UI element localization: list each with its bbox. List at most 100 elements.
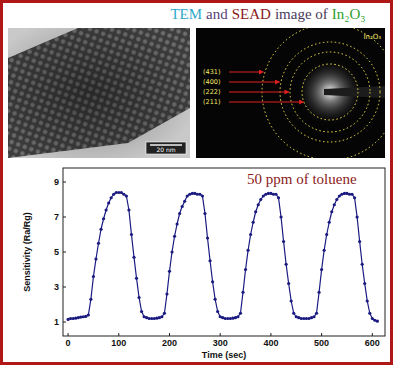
diffraction-ring <box>302 64 358 120</box>
ring-label: (222) <box>203 88 220 96</box>
y-axis-title: Sensitivity (Ra/Rg) <box>22 212 32 292</box>
data-point <box>89 298 92 301</box>
x-tick <box>68 333 69 336</box>
tem-image <box>8 28 190 158</box>
x-tick <box>169 333 170 336</box>
data-point <box>99 228 102 231</box>
y-tick-label: 1 <box>54 317 59 327</box>
ring-arrow <box>229 82 280 83</box>
data-point <box>335 198 338 201</box>
saed-label: In₂O₃ <box>363 33 381 41</box>
data-point <box>97 242 100 245</box>
y-tick-label: 7 <box>54 212 59 222</box>
data-point <box>175 222 178 225</box>
x-tick-label: 400 <box>263 338 278 348</box>
data-point <box>317 291 320 294</box>
ring-arrow <box>229 92 289 93</box>
annotation: 50 ppm of toluene <box>247 171 357 187</box>
diffraction-ring <box>290 52 370 132</box>
x-tick-label: 200 <box>162 338 177 348</box>
scale-bar-label: 20 nm <box>156 146 175 153</box>
y-tick-label: 5 <box>54 247 59 257</box>
data-point <box>290 299 293 302</box>
x-tick-label: 300 <box>213 338 228 348</box>
figure: 20 nm(431)(400)(222)(211)In₂O₃TEMandSEAD… <box>0 0 393 365</box>
data-point <box>325 233 328 236</box>
tem-ground <box>8 28 190 158</box>
plot-area <box>66 191 379 323</box>
data-point <box>239 312 242 315</box>
x-axis-title: Time (sec) <box>202 350 246 360</box>
data-point <box>183 200 186 203</box>
data-point <box>376 320 379 323</box>
title-part: SEAD <box>232 6 271 22</box>
data-point <box>203 212 206 215</box>
y-tick <box>63 182 66 183</box>
data-point <box>140 310 143 313</box>
data-point <box>244 268 247 271</box>
saed-image <box>196 28 385 158</box>
y-tick <box>63 217 66 218</box>
data-point <box>241 291 244 294</box>
background <box>0 0 393 365</box>
data-point <box>87 313 90 316</box>
data-point <box>208 259 211 262</box>
data-point <box>358 240 361 243</box>
x-tick-label: 100 <box>111 338 126 348</box>
data-point <box>254 210 257 213</box>
x-tick <box>220 333 221 336</box>
data-point <box>249 233 252 236</box>
data-point <box>137 296 140 299</box>
data-point <box>92 275 95 278</box>
data-point <box>292 312 295 315</box>
data-point <box>277 196 280 199</box>
data-point <box>125 194 128 197</box>
data-point <box>201 194 204 197</box>
data-point <box>94 257 97 260</box>
data-point <box>333 203 336 206</box>
data-point <box>206 236 209 239</box>
data-point <box>356 215 359 218</box>
data-point <box>320 268 323 271</box>
data-point <box>135 277 138 280</box>
x-tick-label: 500 <box>314 338 329 348</box>
y-tick-label: 3 <box>54 282 59 292</box>
data-point <box>178 212 181 215</box>
panel-title: TEMandSEADimage ofIn₂O₃ <box>170 6 365 22</box>
data-point <box>132 256 135 259</box>
title-part: In₂O₃ <box>332 6 366 22</box>
x-tick-label: 600 <box>365 338 380 348</box>
data-point <box>282 240 285 243</box>
data-point <box>287 282 290 285</box>
x-tick <box>372 333 373 336</box>
data-point <box>315 312 318 315</box>
data-point <box>285 263 288 266</box>
data-point <box>236 315 239 318</box>
ring-arrow <box>229 72 263 73</box>
x-tick-label: 0 <box>66 338 71 348</box>
y-tick-label: 9 <box>54 177 59 187</box>
data-point <box>246 249 249 252</box>
data-point <box>170 250 173 253</box>
data-point <box>105 208 108 211</box>
data-point <box>107 201 110 204</box>
data-point <box>274 193 277 196</box>
data-point <box>328 221 331 224</box>
title-part: and <box>206 6 228 22</box>
data-point <box>312 315 315 318</box>
title-part: image of <box>275 6 328 22</box>
data-point <box>165 292 168 295</box>
tem-shading <box>8 28 190 158</box>
data-point <box>323 249 326 252</box>
x-tick <box>270 333 271 336</box>
data-point <box>181 205 184 208</box>
y-tick <box>63 287 66 288</box>
data-point <box>173 235 176 238</box>
data-point <box>257 203 260 206</box>
ring-label: (211) <box>203 98 220 106</box>
diffraction-ring <box>262 28 385 158</box>
data-point <box>330 210 333 213</box>
data-point <box>366 299 369 302</box>
data-point <box>160 315 163 318</box>
data-point <box>368 312 371 315</box>
